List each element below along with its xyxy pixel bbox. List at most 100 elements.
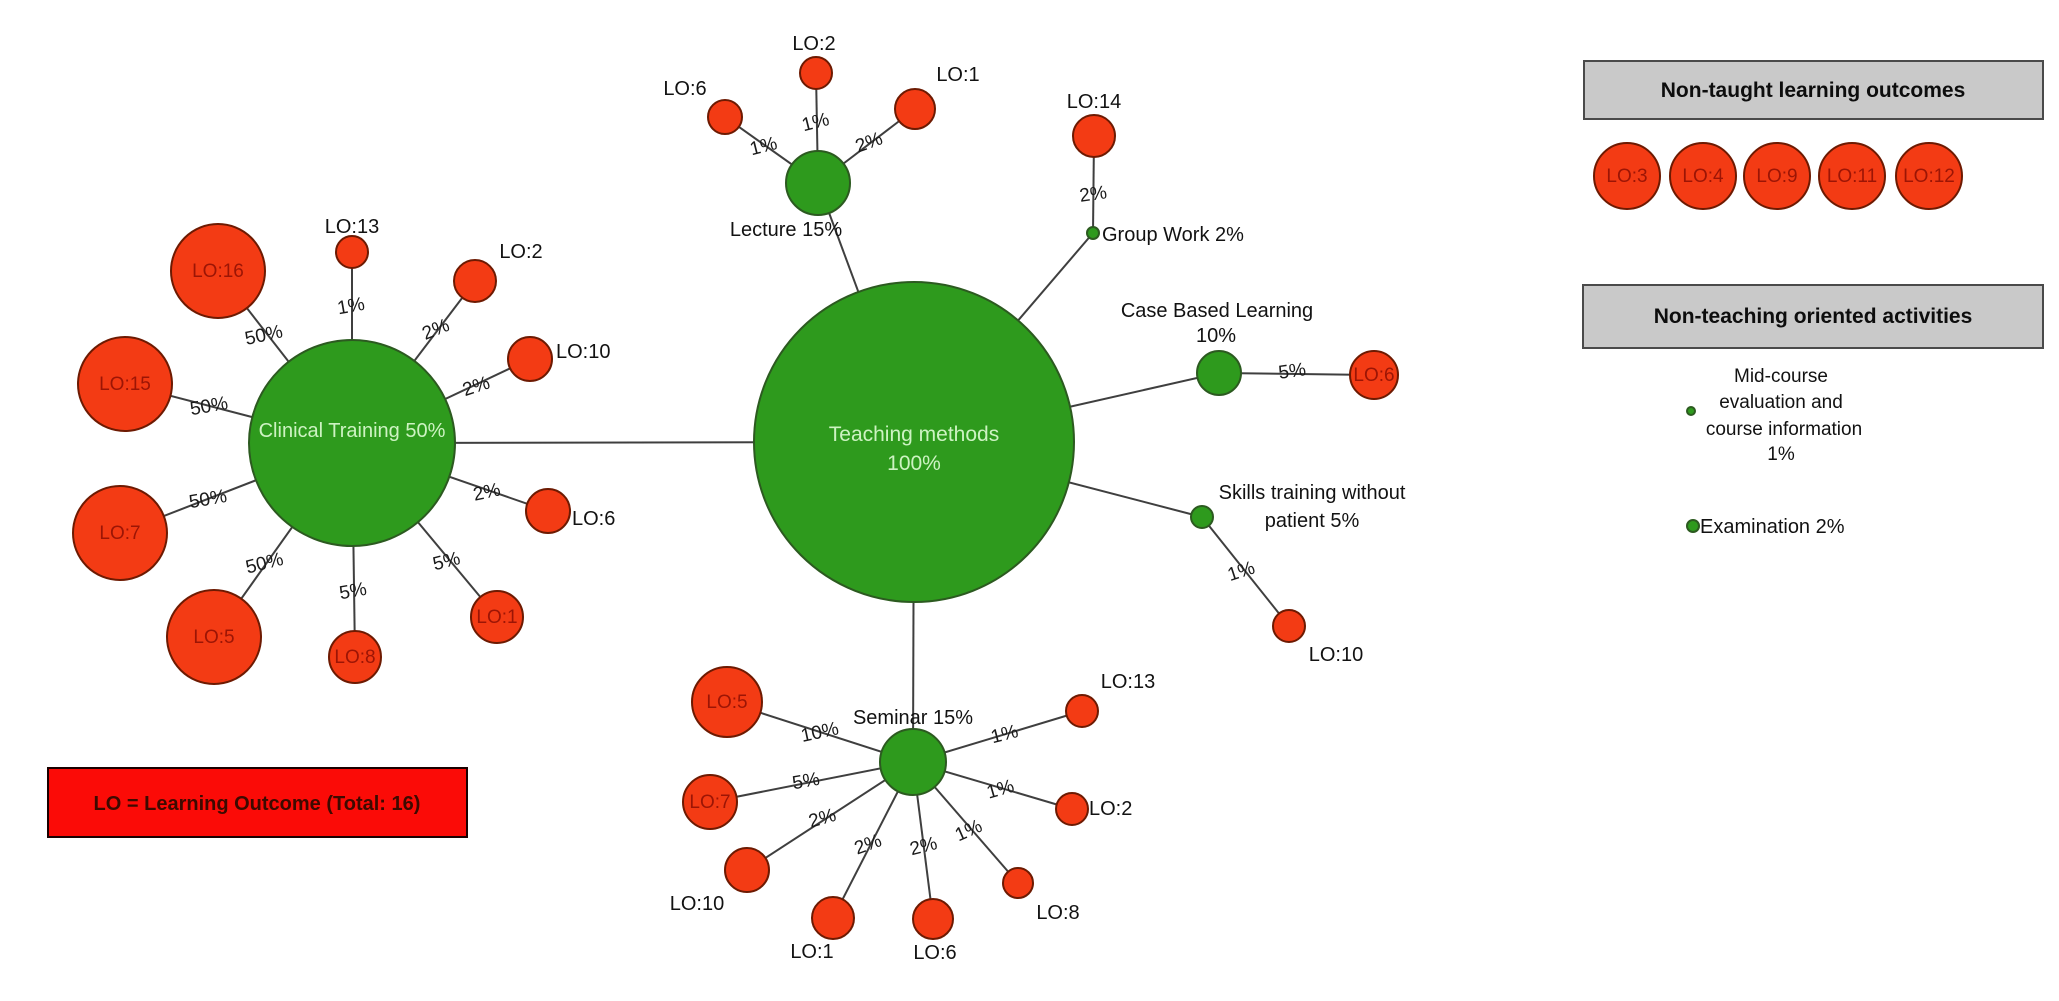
- lecture-lo2-pct: 1%: [800, 109, 832, 136]
- seminar-lo13-pct: 1%: [989, 721, 1021, 748]
- seminar-lo5-pct: 10%: [799, 718, 841, 746]
- node-lecture-lo1: [894, 88, 936, 130]
- non-taught-lo9-label: LO:9: [1756, 166, 1797, 187]
- node-skills-lo10: [1272, 609, 1306, 643]
- node-clinical-lo2: [453, 259, 497, 303]
- node-seminar-lo1: [811, 896, 855, 940]
- node-case-based: [1196, 350, 1242, 396]
- non-teaching-legend: Non-teaching oriented activities Mid-cou…: [1582, 284, 2044, 538]
- mid-course-line3: course information: [1706, 419, 1862, 440]
- lecture-label: Lecture 15%: [730, 219, 843, 241]
- clinical-lo8-label: LO:8: [334, 647, 375, 668]
- node-case-based-lo6: [1349, 350, 1399, 400]
- node-non-taught-lo9: [1743, 142, 1811, 210]
- note-background-box: [47, 767, 468, 838]
- skills-lo10-label: LO:10: [1309, 644, 1363, 666]
- node-clinical-lo7: [72, 485, 168, 581]
- teaching-methods-label-line2: 100%: [887, 452, 941, 475]
- node-lecture: [785, 150, 851, 216]
- seminar-lo1-pct: 2%: [852, 830, 885, 859]
- clinical-lo6-label: LO:6: [572, 508, 615, 530]
- lecture-lo1-label: LO:1: [936, 64, 979, 86]
- clinical-lo13-label: LO:13: [325, 216, 379, 238]
- non-teaching-title-box: [1582, 284, 2044, 349]
- node-clinical-lo13: [335, 235, 369, 269]
- note: LO = Learning Outcome (Total: 16): [47, 767, 468, 838]
- mid-course-line4: 1%: [1767, 444, 1795, 465]
- lecture-lo1-pct: 2%: [853, 128, 886, 157]
- skills-cluster: Skills training without patient 5% LO:10…: [1190, 482, 1406, 666]
- seminar-lo10-pct: 2%: [806, 805, 838, 833]
- mid-course-line2: evaluation and: [1719, 392, 1843, 413]
- non-taught-lo3-label: LO:3: [1606, 166, 1647, 187]
- node-skills-training: [1190, 505, 1214, 529]
- clinical-lo5-pct: 50%: [244, 549, 286, 579]
- seminar-lo2-pct: 1%: [984, 776, 1016, 804]
- mid-course-line1: Mid-course: [1734, 366, 1828, 387]
- node-clinical-lo16: [170, 223, 266, 319]
- node-clinical-lo1: [470, 590, 524, 644]
- seminar-lo10-label: LO:10: [670, 893, 724, 915]
- seminar-lo2-label: LO:2: [1089, 798, 1132, 820]
- node-seminar-lo13: [1065, 694, 1099, 728]
- node-clinical-lo5: [166, 589, 262, 685]
- case-based-lo6-label: LO:6: [1353, 365, 1394, 386]
- non-taught-lo12-label: LO:12: [1903, 166, 1955, 187]
- node-lecture-lo2: [799, 56, 833, 90]
- clinical-lo16-pct: 50%: [243, 321, 285, 349]
- seminar-lo8-label: LO:8: [1036, 902, 1079, 924]
- edge-case-based-lo6: [1218, 372, 1375, 376]
- skills-label-line1: Skills training without: [1219, 482, 1406, 504]
- node-non-taught-lo12: [1895, 142, 1963, 210]
- node-clinical-lo6: [525, 488, 571, 534]
- node-group-work-lo14: [1072, 114, 1116, 158]
- node-examination-dot: [1686, 519, 1700, 533]
- non-taught-legend: Non-taught learning outcomes LO:3 LO:4 L…: [1583, 60, 2044, 210]
- clinical-lo15-label: LO:15: [99, 374, 151, 395]
- seminar-lo6-label: LO:6: [913, 942, 956, 964]
- lecture-lo2-label: LO:2: [792, 33, 835, 55]
- case-based-lo6-pct: 5%: [1277, 359, 1307, 384]
- teaching-methods-label-line1: Teaching methods: [829, 423, 999, 446]
- node-seminar-lo6: [912, 898, 954, 940]
- clinical-lo6-pct: 2%: [471, 479, 502, 505]
- edge-skills-lo10: [1201, 516, 1290, 627]
- node-non-taught-lo11: [1818, 142, 1886, 210]
- non-taught-lo11-label: LO:11: [1827, 166, 1877, 187]
- case-based-label: Case Based Learning: [1121, 300, 1313, 322]
- seminar-lo13-label: LO:13: [1101, 671, 1155, 693]
- seminar-label: Seminar 15%: [853, 707, 973, 729]
- examination-label: Examination 2%: [1700, 516, 1845, 538]
- seminar-lo7-label: LO:7: [689, 792, 730, 813]
- non-teaching-title: Non-teaching oriented activities: [1654, 305, 1973, 328]
- skills-label-line2: patient 5%: [1265, 510, 1360, 532]
- node-teaching-methods: [753, 281, 1075, 603]
- clinical-cluster: Clinical Training 50% LO:16 LO:15 LO:7 L…: [72, 216, 615, 685]
- node-mid-course-dot: [1686, 406, 1696, 416]
- non-taught-lo4-label: LO:4: [1682, 166, 1724, 187]
- node-seminar: [879, 728, 947, 796]
- non-taught-title-box: [1583, 60, 2044, 120]
- clinical-lo15-pct: 50%: [188, 393, 229, 420]
- group-work-label: Group Work 2%: [1102, 224, 1244, 246]
- case-based-pct-label: 10%: [1196, 325, 1236, 347]
- clinical-lo2-label: LO:2: [499, 241, 542, 263]
- clinical-lo2-pct: 2%: [419, 315, 452, 345]
- note-label: LO = Learning Outcome (Total: 16): [94, 793, 421, 815]
- clinical-lo7-pct: 50%: [187, 486, 228, 513]
- node-seminar-lo8: [1002, 867, 1034, 899]
- clinical-lo10-pct: 2%: [460, 373, 493, 401]
- node-seminar-lo2: [1055, 792, 1089, 826]
- lecture-cluster: Lecture 15% LO:6 LO:2 LO:1 1% 1% 2%: [663, 33, 979, 241]
- node-clinical-lo8: [328, 630, 382, 684]
- node-clinical-training: [248, 339, 456, 547]
- clinical-lo16-label: LO:16: [192, 261, 244, 282]
- node-seminar-lo10: [724, 847, 770, 893]
- group-work-lo14-pct: 2%: [1078, 182, 1108, 207]
- group-work-cluster: Group Work 2% LO:14 2%: [1067, 91, 1244, 246]
- case-based-cluster: Case Based Learning 10% LO:6 5%: [1121, 300, 1399, 400]
- node-clinical-lo15: [77, 336, 173, 432]
- group-work-lo14-label: LO:14: [1067, 91, 1121, 113]
- edge-seminar-lo7: [709, 761, 914, 803]
- clinical-lo10-label: LO:10: [556, 341, 610, 363]
